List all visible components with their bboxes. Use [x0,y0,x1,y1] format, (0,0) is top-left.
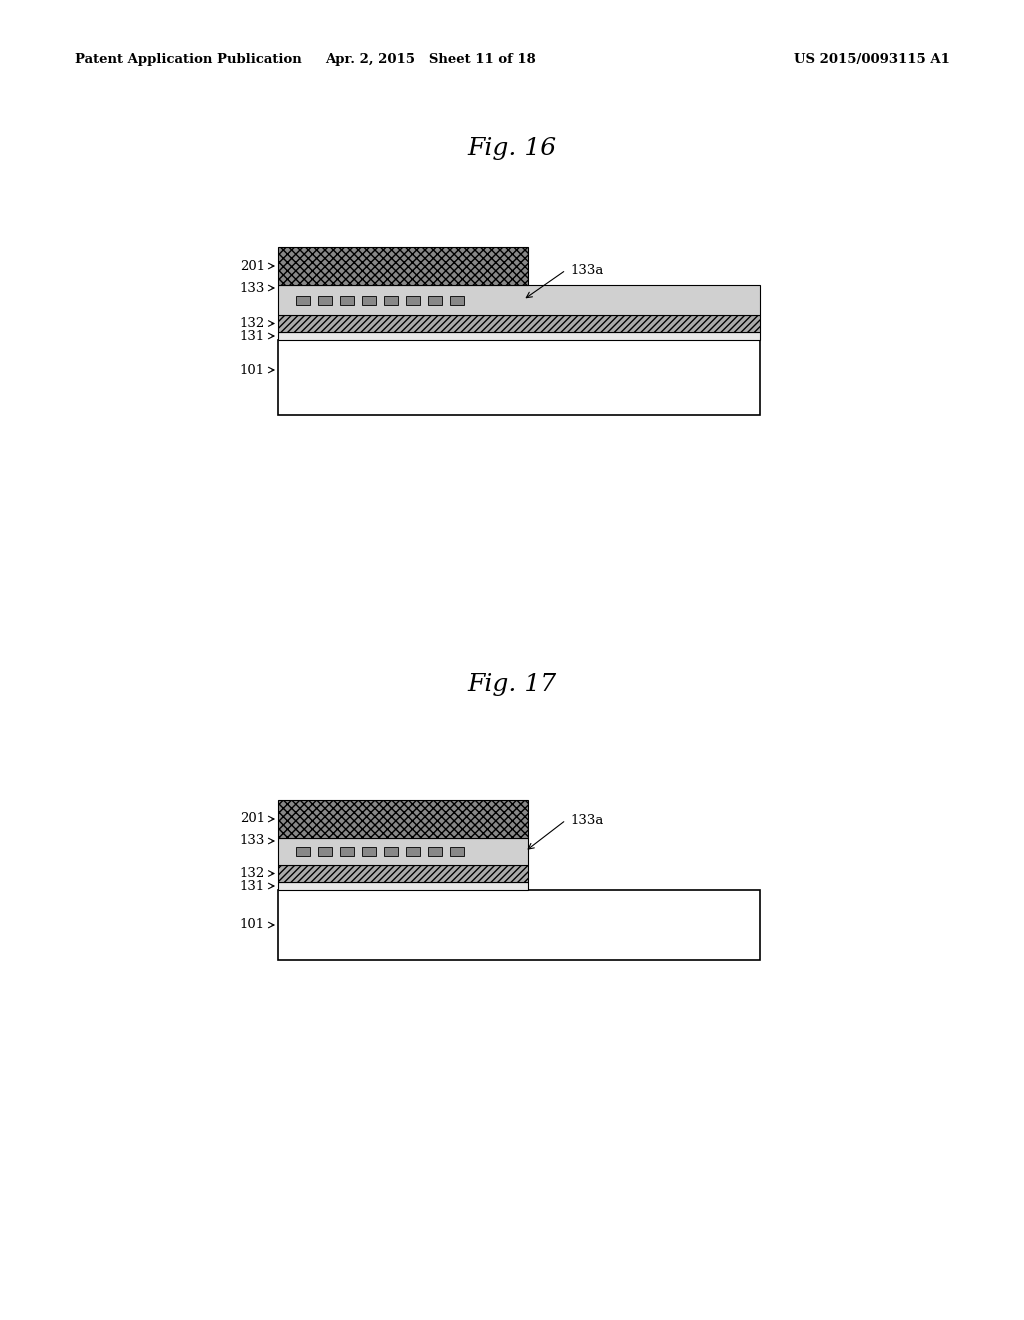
Bar [384,296,398,305]
Text: 131: 131 [240,879,265,892]
Bar [278,285,760,315]
Bar [278,341,760,414]
Text: Fig. 17: Fig. 17 [467,673,557,697]
Text: 131: 131 [240,330,265,342]
Bar [450,296,464,305]
Text: 201: 201 [240,260,265,272]
Bar [278,865,528,882]
Bar [318,296,332,305]
Bar [362,296,376,305]
Text: 132: 132 [240,867,265,880]
Bar [384,847,398,855]
Text: 133a: 133a [570,264,603,276]
Bar [278,882,528,890]
Text: 133a: 133a [570,813,603,826]
Text: 101: 101 [240,363,265,376]
Bar [340,296,354,305]
Bar [340,847,354,855]
Bar [428,296,442,305]
Text: 133: 133 [240,834,265,847]
Bar [278,333,760,341]
Bar [278,838,528,865]
Bar [278,890,760,960]
Bar [296,847,310,855]
Bar [450,847,464,855]
Text: Fig. 16: Fig. 16 [467,136,557,160]
Bar [428,847,442,855]
Bar [278,315,760,333]
Text: 101: 101 [240,919,265,932]
Bar [406,296,420,305]
Bar [278,800,528,838]
Bar [278,247,528,285]
Text: 133: 133 [240,281,265,294]
Bar [318,847,332,855]
Text: Apr. 2, 2015   Sheet 11 of 18: Apr. 2, 2015 Sheet 11 of 18 [325,54,536,66]
Text: 201: 201 [240,813,265,825]
Text: Patent Application Publication: Patent Application Publication [75,54,302,66]
Bar [362,847,376,855]
Bar [296,296,310,305]
Text: 132: 132 [240,317,265,330]
Text: US 2015/0093115 A1: US 2015/0093115 A1 [795,54,950,66]
Bar [406,847,420,855]
